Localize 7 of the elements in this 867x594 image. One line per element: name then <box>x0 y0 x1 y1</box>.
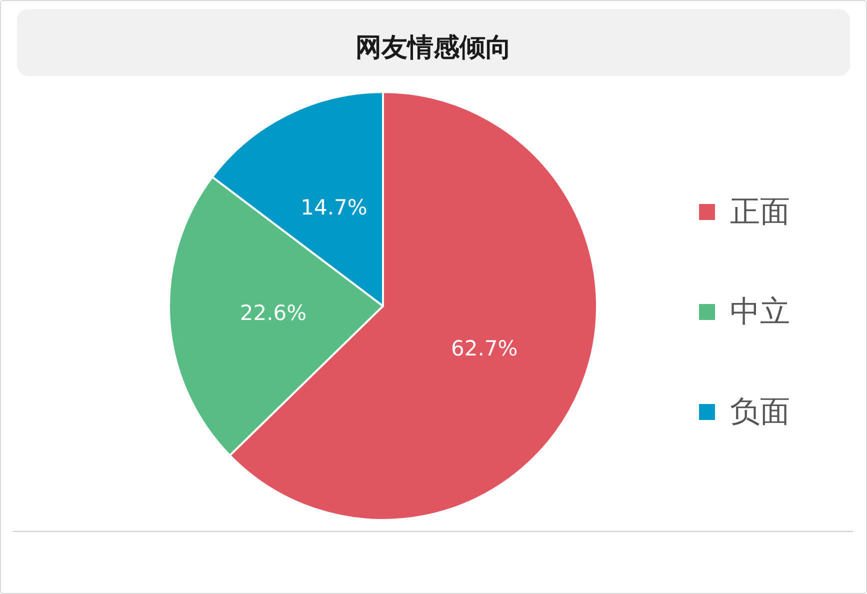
chart-title: 网友情感倾向 <box>356 33 512 63</box>
data-label: 62.7% <box>451 336 518 361</box>
data-label: 14.7% <box>300 196 368 220</box>
data-label: 22.6% <box>240 300 307 325</box>
legend-label: 中立 <box>730 294 790 330</box>
legend-label: 正面 <box>730 194 790 230</box>
legend-label: 负面 <box>730 394 790 430</box>
